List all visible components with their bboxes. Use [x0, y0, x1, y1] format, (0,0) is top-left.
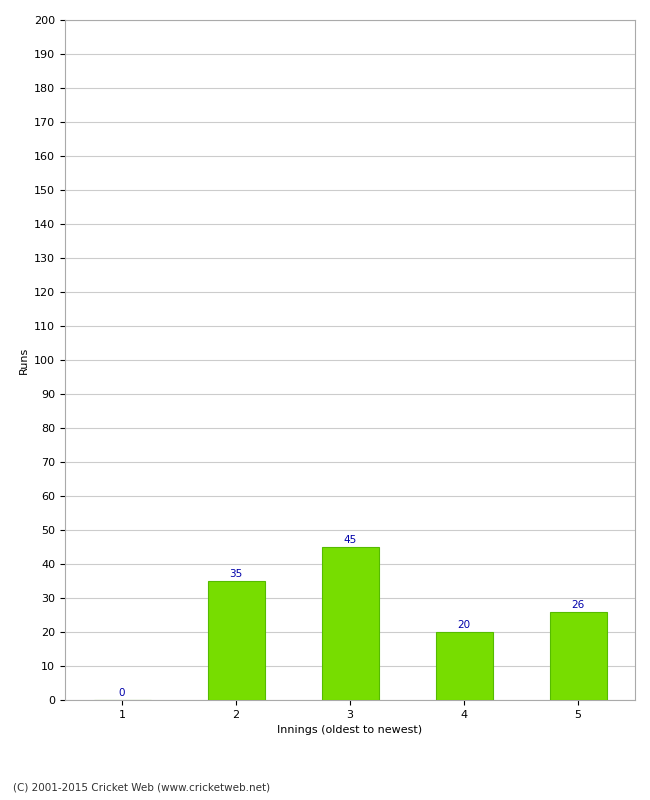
X-axis label: Innings (oldest to newest): Innings (oldest to newest) [278, 726, 422, 735]
Text: 0: 0 [119, 688, 125, 698]
Bar [322, 547, 378, 700]
Bar [207, 581, 265, 700]
Y-axis label: Runs: Runs [19, 346, 29, 374]
Text: 45: 45 [343, 535, 357, 546]
Bar [436, 632, 493, 700]
Text: 20: 20 [458, 620, 471, 630]
Text: 26: 26 [571, 600, 584, 610]
Bar [549, 611, 606, 700]
Text: (C) 2001-2015 Cricket Web (www.cricketweb.net): (C) 2001-2015 Cricket Web (www.cricketwe… [13, 782, 270, 792]
Text: 35: 35 [229, 570, 242, 579]
